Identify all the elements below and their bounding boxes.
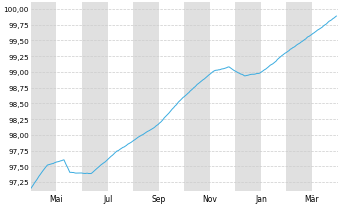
Bar bbox=[31, 4, 57, 192]
Bar bbox=[184, 4, 210, 192]
Bar bbox=[286, 4, 312, 192]
Bar bbox=[133, 4, 159, 192]
Bar bbox=[235, 4, 261, 192]
Bar bbox=[82, 4, 107, 192]
